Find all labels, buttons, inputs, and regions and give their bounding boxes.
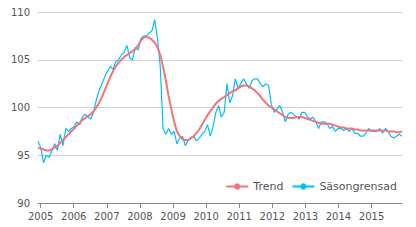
svg-text:2012: 2012 xyxy=(260,211,285,222)
svg-text:Säsongrensad: Säsongrensad xyxy=(319,180,397,193)
svg-text:2005: 2005 xyxy=(28,211,53,222)
svg-text:100: 100 xyxy=(11,102,30,113)
svg-text:Trend: Trend xyxy=(252,180,283,193)
svg-text:2013: 2013 xyxy=(293,211,318,222)
svg-text:2007: 2007 xyxy=(94,211,119,222)
svg-text:2014: 2014 xyxy=(326,211,351,222)
svg-text:2008: 2008 xyxy=(127,211,152,222)
svg-text:2015: 2015 xyxy=(359,211,384,222)
svg-text:2010: 2010 xyxy=(193,211,218,222)
svg-text:110: 110 xyxy=(11,7,30,18)
svg-text:90: 90 xyxy=(17,198,30,209)
svg-text:2011: 2011 xyxy=(226,211,251,222)
svg-text:95: 95 xyxy=(17,150,30,161)
svg-text:2009: 2009 xyxy=(160,211,185,222)
svg-text:2006: 2006 xyxy=(61,211,86,222)
svg-text:105: 105 xyxy=(11,54,30,65)
